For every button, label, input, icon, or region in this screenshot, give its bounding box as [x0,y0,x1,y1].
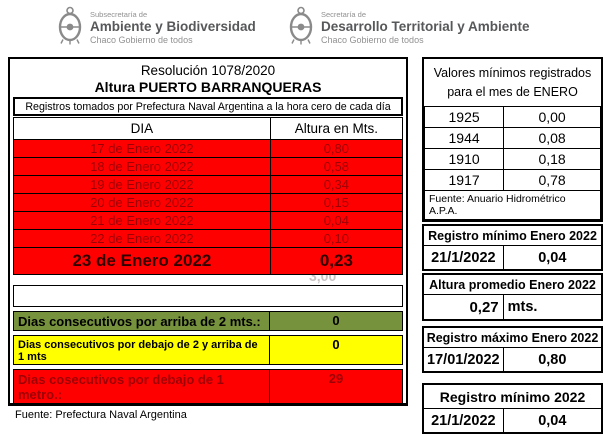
min-enero-row: 21/1/2022 0,04 [424,244,601,269]
dia-cell: 18 de Enero 2022 [13,157,271,176]
altura-cell: 0,10 [269,229,404,248]
altura-cell: 0,23 [269,247,404,275]
summary-label: Dias consecutivos por debajo de 2 y arri… [14,336,271,364]
right-logo-name: Desarrollo Territorial y Ambiente [321,19,530,35]
summary-row-between-1-2m: Dias consecutivos por debajo de 2 y arri… [13,335,403,365]
historic-source-row: Fuente: Anuario Hidrométrico A.P.A. [424,189,601,220]
historic-row: 1910 0,18 [423,147,601,170]
max-enero-row: 17/01/2022 0,80 [424,346,601,371]
table-row: 22 de Enero 2022 0,10 [13,229,404,248]
left-logo-superscript: Subsecretaría de [90,10,148,20]
left-logo: Subsecretaría de Ambiente y Biodiversida… [57,6,256,51]
value-cell: 0,08 [503,126,601,149]
value-cell: 0,00 [503,105,601,128]
promedio-unit: mts. [507,298,538,315]
report-title: Altura PUERTO BARRANQUERAS [94,79,322,95]
summary-row-above-2m: Dias consecutivos por arriba de 2 mts.: … [13,311,403,331]
summary-value: 0 [332,313,340,328]
min-2022-row: 21/1/2022 0,04 [424,407,601,432]
historic-source: Fuente: Anuario Hidrométrico A.P.A. [424,189,601,220]
min-2022-title: Registro mínimo 2022 [439,388,586,405]
altura-cell: 0,34 [269,175,404,194]
col-header-altura: Altura en Mts. [269,117,404,140]
left-logo-name: Ambiente y Biodiversidad [90,19,256,35]
promedio-card: Altura promedio Enero 2022 0,27 mts. [422,272,603,321]
value-cell: 0,18 [503,147,601,170]
dia-cell: 22 de Enero 2022 [13,229,271,248]
dia-cell: 23 de Enero 2022 [13,247,271,275]
dia-cell: 17 de Enero 2022 [13,139,271,158]
max-enero-date: 17/01/2022 [424,347,504,371]
year-cell: 1925 [423,105,505,128]
historic-row: 1917 0,78 [423,168,601,191]
empty-row [13,285,403,307]
historic-row: 1944 0,08 [423,126,601,149]
left-logo-subtitle: Chaco Gobierno de todos [90,34,193,45]
min-2022-value: 0,04 [538,412,567,429]
altura-cell: 0,80 [269,139,404,158]
dia-cell: 21 de Enero 2022 [13,211,271,230]
year-cell: 1944 [423,126,505,149]
year-cell: 1910 [423,147,505,170]
historic-table: 1925 0,00 1944 0,08 1910 0,18 1917 0,78 … [423,105,601,220]
chaco-crest-icon [57,6,83,51]
summary-label: Dias consecutivos por arriba de 2 mts.: [14,312,271,330]
table-row: 17 de Enero 2022 0,80 [13,139,404,158]
col-header-dia: DIA [13,117,271,140]
min-enero-card: Registro mínimo Enero 2022 21/1/2022 0,0… [422,223,603,271]
table-row: 18 de Enero 2022 0,58 [13,157,404,176]
max-enero-title: Registro máximo Enero 2022 [426,330,599,345]
report-card: Resolución 1078/2020 Altura PUERTO BARRA… [8,57,408,421]
chaco-crest-icon [288,6,314,51]
dia-cell: 19 de Enero 2022 [13,175,271,194]
historic-row: 1925 0,00 [423,105,601,128]
altura-cell: 0,58 [269,157,404,176]
dia-cell: 20 de Enero 2022 [13,193,271,212]
summary-label: Dias cosecutivos por debajo de 1 metro.: [14,370,271,403]
min-2022-card: Registro mínimo 2022 21/1/2022 0,04 [422,382,603,434]
altura-cell: 0,15 [269,193,404,212]
table-row-current: 23 de Enero 2022 0,23 [13,247,404,275]
min-enero-value: 0,04 [538,249,567,266]
min-enero-date: 21/1/2022 [424,245,504,269]
table-row: 21 de Enero 2022 0,04 [13,211,404,230]
min-enero-title: Registro mínimo Enero 2022 [428,228,597,243]
right-logo: Secretaría de Desarrollo Territorial y A… [288,6,530,51]
table-row: 20 de Enero 2022 0,15 [13,193,404,212]
year-cell: 1917 [423,168,505,191]
historic-minimums-card: Valores mínimos registrados para el mes … [422,57,603,222]
report-subtitle: Registros tomados por Prefectura Naval A… [13,97,403,116]
value-cell: 0,78 [503,168,601,191]
side-panel: Valores mínimos registrados para el mes … [422,57,603,434]
altura-cell: 0,04 [269,211,404,230]
min-2022-date: 21/1/2022 [424,408,504,432]
table-header-row: DIA Altura en Mts. [13,117,404,140]
summary-value: 29 [328,371,344,386]
summary-value: 0 [332,337,340,352]
historic-title: Valores mínimos registrados para el mes … [433,66,592,99]
clipped-text: 3,00 [309,275,337,284]
promedio-value: 0,27 [424,294,504,319]
max-enero-value: 0,80 [538,351,567,368]
promedio-title: Altura promedio Enero 2022 [429,277,596,292]
resolution-title: Resolución 1078/2020 [140,63,276,78]
right-logo-superscript: Secretaría de [321,10,367,20]
table-row: 19 de Enero 2022 0,34 [13,175,404,194]
altura-table: DIA Altura en Mts. 17 de Enero 2022 0,80… [13,117,404,275]
promedio-row: 0,27 mts. [424,293,601,319]
right-logo-subtitle: Chaco Gobierno de todos [321,34,424,45]
max-enero-card: Registro máximo Enero 2022 17/01/2022 0,… [422,325,603,373]
summary-row-below-1m: Dias cosecutivos por debajo de 1 metro.:… [13,369,403,404]
